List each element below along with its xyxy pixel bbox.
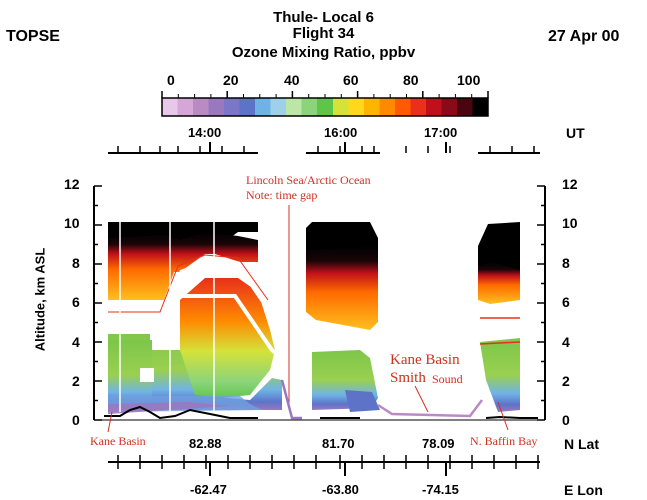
- y-axis-title: Altitude, km ASL: [32, 247, 48, 352]
- y-tick-label-right: 0: [562, 412, 570, 428]
- lon-axis: [108, 461, 540, 476]
- annotation-baffin-bay: N. Baffin Bay: [470, 434, 538, 448]
- segment2-upper-ozone: [306, 246, 378, 330]
- lon-axis-label: E Lon: [564, 482, 603, 498]
- ut-axis-label: UT: [566, 125, 585, 141]
- y-tick-label: 10: [64, 215, 80, 231]
- lon-tick-label: -74.15: [422, 482, 459, 497]
- baffin-pointer: [497, 401, 509, 431]
- smith-sound-pointer: [414, 385, 429, 413]
- segment3-red-flight-line: [479, 317, 521, 345]
- y-tick-label-right: 10: [562, 215, 578, 231]
- segment1-white-gap: [140, 368, 154, 382]
- ut-tick-label: 17:00: [424, 125, 458, 140]
- segment1-track-gap-lower: [108, 294, 288, 364]
- lat-tick-label: 81.70: [322, 436, 355, 451]
- date-label: 27 Apr 00: [548, 28, 620, 45]
- colorbar-tick-label: 80: [403, 72, 419, 88]
- y-tick-label-right: 2: [562, 373, 570, 389]
- annotation-kane-basin-bottom: Kane Basin: [90, 434, 146, 448]
- y-tick-label-right: 8: [562, 255, 570, 271]
- y-axis-left: [93, 185, 102, 421]
- lat-tick-label: 78.09: [422, 436, 455, 451]
- annotation-time-gap: Note: time gap: [246, 188, 318, 202]
- y-tick-label: 12: [64, 176, 80, 192]
- kane-basin-pointer: [107, 411, 113, 433]
- title-line-2: Flight 34: [292, 25, 355, 42]
- chart-title: Ozone Mixing Ratio, ppbv: [231, 44, 416, 61]
- y-tick-label-right: 12: [562, 176, 578, 192]
- colorbar-tick-label: 20: [223, 72, 239, 88]
- lat-axis-label: N Lat: [564, 436, 599, 452]
- ut-tick-label: 14:00: [188, 125, 222, 140]
- annotation-lincoln-sea: Lincoln Sea/Arctic Ocean: [246, 173, 371, 187]
- colorbar-tick-label: 60: [343, 72, 359, 88]
- lon-tick-label: -63.80: [322, 482, 359, 497]
- segment1-red-line: [108, 254, 269, 313]
- lat-tick-label: 82.88: [189, 436, 222, 451]
- low-leg-track: [377, 399, 483, 418]
- y-tick-label: 2: [72, 373, 80, 389]
- segment1-mid-plume: [180, 278, 275, 400]
- title-line-1: Thule- Local 6: [273, 9, 374, 26]
- colorbar-ticks: [161, 91, 489, 98]
- annotation-smith: Smith: [390, 370, 426, 386]
- y-tick-label-right: 6: [562, 294, 570, 310]
- y-tick-label: 0: [72, 412, 80, 428]
- ut-axis: [108, 142, 540, 154]
- segment3-track-gap: [477, 332, 521, 338]
- colorbar-tick-label: 100: [457, 72, 481, 88]
- y-tick-label: 8: [72, 255, 80, 271]
- y-axis-right: [537, 185, 546, 421]
- colorbar-tick-label: 40: [284, 72, 300, 88]
- y-tick-label: 4: [72, 334, 80, 350]
- segment2-blue-base: [345, 390, 380, 412]
- y-tick-label-right: 4: [562, 334, 570, 350]
- annotation-kane-basin: Kane Basin: [390, 352, 460, 368]
- segment1-upper-ozone-fill: [108, 232, 258, 300]
- lon-tick-label: -62.47: [190, 482, 227, 497]
- segment3-lower-ozone: [480, 338, 520, 412]
- ozone-curtain: [104, 205, 538, 420]
- segment1-purple-base: [108, 402, 230, 414]
- segment2-track: [299, 330, 381, 342]
- surface-terrain-trace: [104, 405, 538, 420]
- colorbar: [161, 97, 489, 117]
- flight-descent-profile: [280, 379, 302, 420]
- annotation-sound: Sound: [432, 372, 463, 386]
- y-tick-label: 6: [72, 294, 80, 310]
- segment3-upper-ozone: [478, 262, 520, 304]
- colorbar-tick-label: 0: [167, 72, 175, 88]
- ut-tick-label: 16:00: [324, 125, 358, 140]
- header-left-label: TOPSE: [6, 28, 60, 45]
